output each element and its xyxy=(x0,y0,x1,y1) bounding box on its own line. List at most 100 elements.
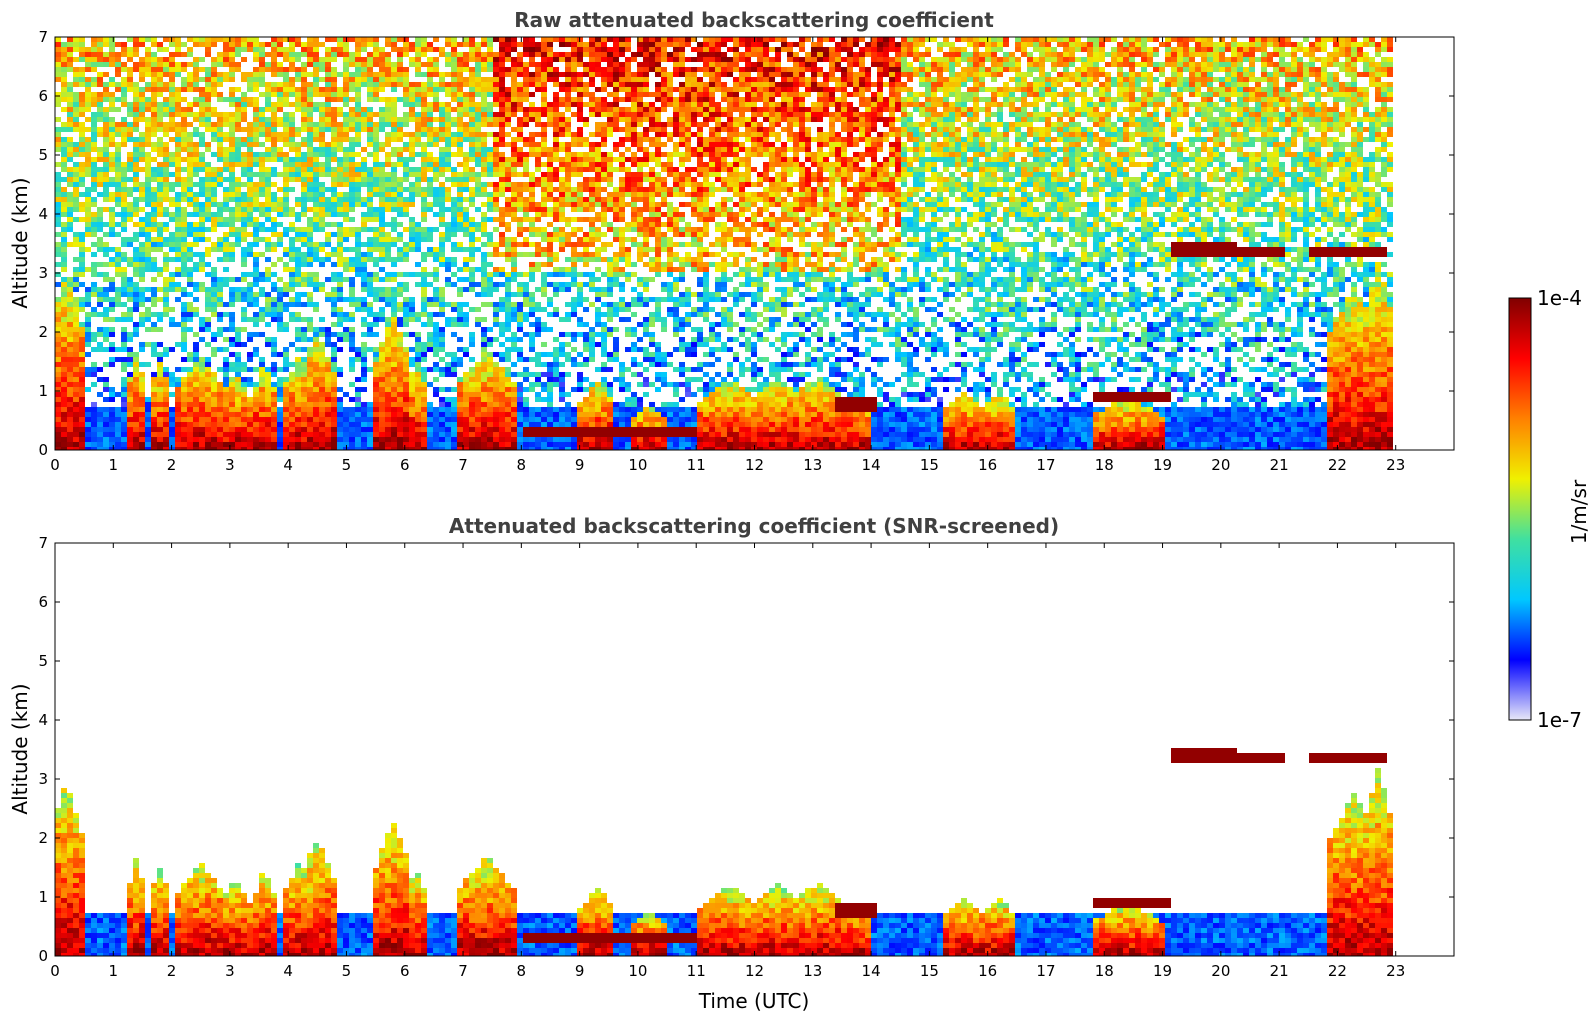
heatmap-cell xyxy=(97,442,103,447)
heatmap-cell xyxy=(121,272,127,277)
heatmap-cell xyxy=(163,187,169,192)
heatmap-cell xyxy=(163,72,169,77)
heatmap-cell xyxy=(127,287,133,292)
heatmap-cell xyxy=(517,312,523,317)
heatmap-cell xyxy=(505,242,511,247)
heatmap-cell xyxy=(205,402,211,407)
heatmap-cell xyxy=(265,97,271,102)
heatmap-cell xyxy=(85,67,91,72)
heatmap-cell xyxy=(325,62,331,67)
heatmap-cell xyxy=(181,382,187,387)
heatmap-cell xyxy=(337,437,343,442)
heatmap-cell xyxy=(61,407,67,412)
heatmap-cell xyxy=(391,327,397,332)
heatmap-cell xyxy=(175,87,181,92)
heatmap-cell xyxy=(277,147,283,152)
heatmap-cell xyxy=(73,332,79,337)
heatmap-cell xyxy=(475,282,481,287)
heatmap-cell xyxy=(61,242,67,247)
heatmap-cell xyxy=(517,407,523,412)
heatmap-cell xyxy=(409,357,415,362)
heatmap-cell xyxy=(283,437,289,442)
heatmap-cell xyxy=(187,212,193,217)
heatmap-cell xyxy=(475,192,481,197)
heatmap-cell xyxy=(331,272,337,277)
heatmap-cell xyxy=(295,442,301,447)
heatmap-cell xyxy=(499,102,505,107)
heatmap-cell xyxy=(163,437,169,442)
heatmap-cell xyxy=(289,282,295,287)
heatmap-cell xyxy=(229,57,235,62)
heatmap-cell xyxy=(385,232,391,237)
heatmap-cell xyxy=(439,187,445,192)
heatmap-cell xyxy=(361,242,367,247)
heatmap-cell xyxy=(217,237,223,242)
heatmap-cell xyxy=(199,102,205,107)
heatmap-cell xyxy=(157,162,163,167)
heatmap-cell xyxy=(505,312,511,317)
heatmap-cell xyxy=(73,302,79,307)
heatmap-cell xyxy=(349,112,355,117)
heatmap-cell xyxy=(211,352,217,357)
heatmap-cell xyxy=(145,132,151,137)
heatmap-cell xyxy=(349,312,355,317)
heatmap-cell xyxy=(307,207,313,212)
heatmap-cell xyxy=(193,127,199,132)
heatmap-cell xyxy=(253,267,259,272)
heatmap-cell xyxy=(415,182,421,187)
heatmap-cell xyxy=(421,387,427,392)
heatmap-cell xyxy=(499,107,505,112)
heatmap-cell xyxy=(307,327,313,332)
heatmap-cell xyxy=(67,287,73,292)
heatmap-cell xyxy=(157,207,163,212)
heatmap-cell xyxy=(469,257,475,262)
heatmap-cell xyxy=(469,242,475,247)
heatmap-cell xyxy=(157,237,163,242)
heatmap-cell xyxy=(157,187,163,192)
heatmap-cell xyxy=(163,432,169,437)
heatmap-cell xyxy=(127,257,133,262)
heatmap-cell xyxy=(103,187,109,192)
heatmap-cell xyxy=(193,57,199,62)
heatmap-cell xyxy=(127,427,133,432)
heatmap-cell xyxy=(439,287,445,292)
heatmap-cell xyxy=(397,387,403,392)
heatmap-cell xyxy=(91,112,97,117)
heatmap-cell xyxy=(493,247,499,252)
heatmap-cell xyxy=(217,432,223,437)
heatmap-cell xyxy=(277,442,283,447)
heatmap-cell xyxy=(379,202,385,207)
heatmap-cell xyxy=(91,212,97,217)
heatmap-cell xyxy=(487,397,493,402)
heatmap-cell xyxy=(169,42,175,47)
heatmap-cell xyxy=(157,447,163,450)
heatmap-cell xyxy=(391,192,397,197)
heatmap-cell xyxy=(121,267,127,272)
heatmap-cell xyxy=(373,322,379,327)
heatmap-cell xyxy=(181,87,187,92)
heatmap-cell xyxy=(367,442,373,447)
heatmap-cell xyxy=(175,252,181,257)
heatmap-cell xyxy=(67,447,73,450)
heatmap-cell xyxy=(187,267,193,272)
heatmap-cell xyxy=(415,407,421,412)
heatmap-cell xyxy=(391,397,397,402)
heatmap-cell xyxy=(409,247,415,252)
heatmap-cell xyxy=(511,102,517,107)
heatmap-cell xyxy=(511,207,517,212)
heatmap-cell xyxy=(259,317,265,322)
heatmap-cell xyxy=(337,247,343,252)
heatmap-cell xyxy=(247,377,253,382)
heatmap-cell xyxy=(127,87,133,92)
heatmap-cell xyxy=(523,107,529,112)
heatmap-cell xyxy=(481,382,487,387)
heatmap-cell xyxy=(175,37,181,42)
heatmap-cell xyxy=(235,47,241,52)
heatmap-cell xyxy=(397,162,403,167)
heatmap-cell xyxy=(217,447,223,450)
heatmap-cell xyxy=(427,422,433,427)
heatmap-cell xyxy=(517,127,523,132)
heatmap-cell xyxy=(373,347,379,352)
heatmap-cell xyxy=(73,162,79,167)
heatmap-cell xyxy=(193,222,199,227)
